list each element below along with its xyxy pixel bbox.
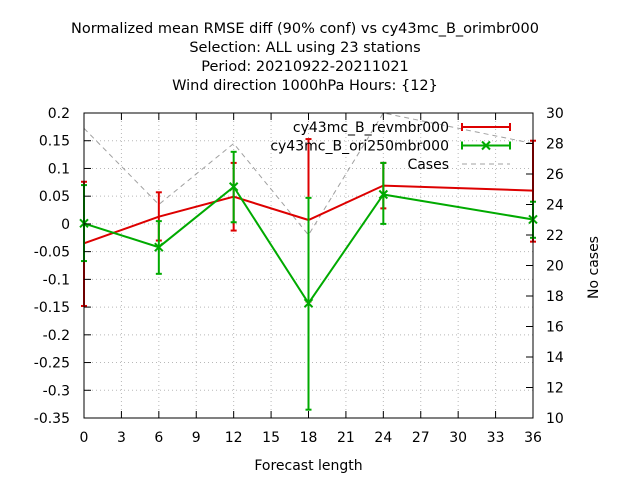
series-2 (83, 112, 534, 236)
legend-label: Cases (407, 157, 449, 173)
y2-tick-label: 16 (546, 320, 564, 336)
title-line: Selection: ALL using 23 stations (189, 40, 420, 56)
chart-title: Normalized mean RMSE diff (90% conf) vs … (71, 21, 539, 94)
series-line (83, 112, 534, 236)
y2-tick-label: 28 (546, 137, 564, 153)
title-line: Wind direction 1000hPa Hours: {12} (172, 78, 438, 94)
y2-tick-label: 14 (546, 350, 564, 366)
x-tick-label: 12 (225, 430, 243, 446)
x-axis-label: Forecast length (254, 458, 362, 474)
x-tick-label: 33 (487, 430, 505, 446)
y2-tick-label: 26 (546, 167, 564, 183)
y2-axis-label: No cases (586, 236, 602, 299)
data-point-marker (228, 182, 239, 192)
data-point-marker (303, 298, 314, 308)
y-tick-label: -0.15 (34, 300, 70, 316)
y-tick-label: -0.1 (43, 272, 70, 288)
series-1 (79, 150, 538, 411)
series-line (83, 185, 534, 306)
y2-tick-label: 10 (546, 411, 564, 427)
y-tick-label: 0.1 (48, 161, 70, 177)
y-tick-label: 0 (61, 217, 70, 233)
axis-ticks: 0 3 6 9 12 15 18 21 24 27 30 33 360.20.150.10.050-0.… (34, 106, 564, 446)
data-point-marker (481, 140, 491, 151)
y2-tick-label: 18 (546, 289, 564, 305)
y-tick-label: 0.15 (39, 134, 70, 150)
y-tick-label: -0.2 (43, 328, 70, 344)
x-tick-label: 30 (449, 430, 467, 446)
x-tick-label: 15 (262, 430, 280, 446)
x-tick-label: 3 (117, 430, 126, 446)
title-line: Normalized mean RMSE diff (90% conf) vs … (71, 21, 539, 37)
x-tick-label: 36 (524, 430, 542, 446)
y2-tick-label: 22 (546, 228, 564, 244)
y-tick-label: 0.05 (39, 189, 70, 205)
x-tick-label: 27 (412, 430, 430, 446)
legend-label: cy43mc_B_ori250mbr000 (270, 139, 449, 155)
y2-tick-label: 12 (546, 381, 564, 397)
x-tick-label: 9 (192, 430, 201, 446)
series-line (83, 184, 534, 245)
x-tick-label: 6 (154, 430, 163, 446)
title-line: Period: 20210922-20211021 (201, 59, 409, 75)
y-tick-label: -0.25 (34, 356, 70, 372)
x-tick-label: 18 (300, 430, 318, 446)
data-point-marker (378, 189, 389, 200)
x-tick-label: 0 (80, 430, 89, 446)
y2-tick-label: 24 (546, 198, 564, 214)
x-tick-label: 21 (337, 430, 355, 446)
series-layer (79, 112, 538, 411)
data-point-marker (154, 242, 164, 252)
y-tick-label: -0.3 (43, 383, 70, 399)
legend: cy43mc_B_revmbr000 cy43mc_B_ori250mbr000 C… (270, 120, 511, 173)
legend-label: cy43mc_B_revmbr000 (293, 120, 449, 136)
y2-tick-label: 30 (546, 106, 564, 122)
y-tick-label: 0.2 (48, 106, 70, 122)
y-tick-label: -0.35 (34, 411, 70, 427)
x-tick-label: 24 (374, 430, 392, 446)
y-tick-label: -0.05 (34, 245, 70, 261)
y2-tick-label: 20 (546, 259, 564, 275)
